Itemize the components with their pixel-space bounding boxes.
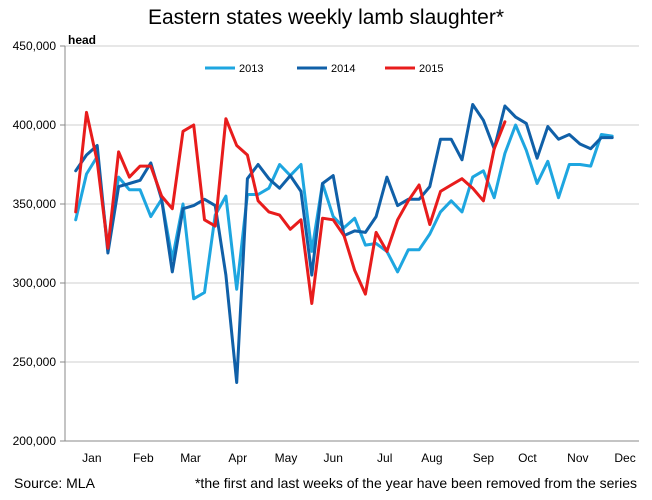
y-tick-label: 450,000 bbox=[13, 39, 57, 53]
x-tick-label-jun: Jun bbox=[324, 451, 343, 465]
y-axis-ticks: 200,000 250,000 300,000 350,000 400,000 450,0… bbox=[13, 39, 65, 448]
legend-label: 2013 bbox=[239, 63, 263, 75]
y-tick-label: 200,000 bbox=[13, 434, 57, 448]
x-tick-label-feb: Feb bbox=[133, 451, 154, 465]
x-tick-label-apr: Apr bbox=[228, 451, 247, 465]
source-note: Source: MLA bbox=[14, 475, 96, 491]
gridlines bbox=[64, 45, 639, 442]
y-tick-label: 400,000 bbox=[13, 118, 57, 132]
legend-label: 2015 bbox=[419, 63, 443, 75]
x-axis-ticks: Jan Feb Mar Apr May Jun Jul Aug Sep Oct Nov Dec bbox=[82, 451, 636, 465]
y-tick-label: 250,000 bbox=[13, 355, 57, 369]
legend: 2013 2014 2015 bbox=[205, 63, 443, 75]
x-tick-label-aug: Aug bbox=[421, 451, 442, 465]
legend-label: 2014 bbox=[331, 63, 355, 75]
footnote: *the first and last weeks of the year ha… bbox=[195, 475, 637, 491]
legend-item-2015: 2015 bbox=[385, 63, 443, 75]
series-line-2013 bbox=[74, 123, 614, 301]
legend-item-2014: 2014 bbox=[297, 63, 355, 75]
legend-item-2013: 2013 bbox=[205, 63, 263, 75]
x-tick-label-jan: Jan bbox=[82, 451, 101, 465]
x-tick-label-mar: Mar bbox=[180, 451, 201, 465]
chart-title: Eastern states weekly lamb slaughter* bbox=[148, 6, 504, 29]
x-tick-label-dec: Dec bbox=[614, 451, 635, 465]
series-line-2015 bbox=[74, 110, 507, 305]
x-tick-label-nov: Nov bbox=[567, 451, 588, 465]
y-tick-label: 350,000 bbox=[13, 197, 57, 211]
x-tick-label-jul: Jul bbox=[377, 451, 392, 465]
y-tick-label: 300,000 bbox=[13, 276, 57, 290]
series-lines bbox=[74, 103, 614, 384]
x-tick-label-oct: Oct bbox=[518, 451, 537, 465]
x-tick-label-sep: Sep bbox=[473, 451, 495, 465]
y-axis-unit-label: head bbox=[68, 33, 96, 47]
x-tick-label-may: May bbox=[275, 451, 298, 465]
series-line-2014 bbox=[74, 103, 614, 384]
